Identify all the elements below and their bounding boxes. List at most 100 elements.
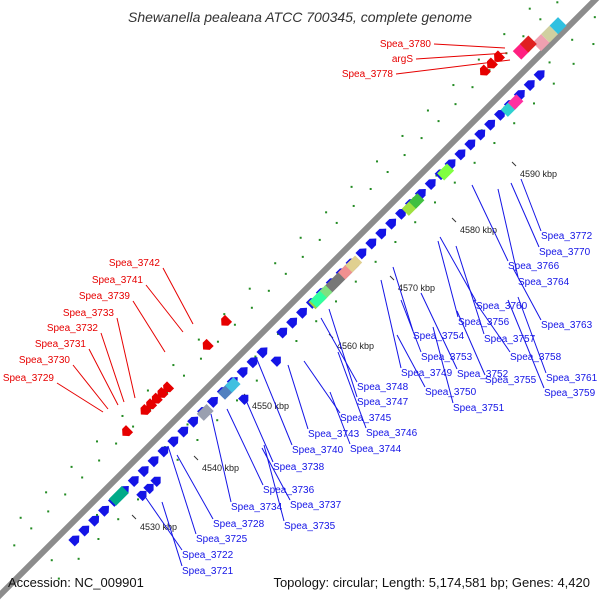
leader-line	[210, 413, 232, 503]
gene-arrow	[150, 476, 161, 488]
gene-arrow	[270, 356, 281, 367]
gene-box	[519, 35, 537, 53]
gene-arrow	[146, 398, 158, 410]
leader-line	[255, 356, 293, 446]
gc-dot	[548, 61, 551, 64]
gene-label: Spea_3742	[109, 258, 161, 269]
gc-dot	[454, 103, 457, 106]
gc-dot	[452, 84, 455, 87]
leader-line	[320, 317, 358, 383]
gene-label: Spea_3766	[508, 261, 560, 272]
gene-label: Spea_3753	[421, 352, 473, 363]
leader-line	[303, 360, 341, 414]
gene-box	[109, 485, 129, 506]
gc-dot	[146, 389, 149, 392]
gc-dot	[539, 18, 542, 21]
gene-label: Spea_3780	[380, 39, 432, 50]
gc-dot	[513, 122, 516, 125]
gene-arrow	[202, 338, 214, 350]
leader-line	[56, 382, 104, 413]
leader-line	[471, 184, 509, 262]
gene-arrow	[523, 80, 535, 92]
gene-arrow	[151, 392, 163, 404]
gc-dot	[325, 211, 328, 214]
leader-line	[510, 182, 540, 248]
gene-labels: Spea_3780 argS Spea_3778 Spea_3742 Spea_3741…	[3, 39, 598, 577]
leader-line	[226, 408, 264, 486]
gene-label: Spea_3749	[401, 368, 453, 379]
gc-dot	[96, 513, 99, 516]
gc-dot	[45, 491, 48, 494]
gene-box	[437, 163, 455, 181]
gene-arrow	[187, 416, 199, 428]
gc-dot	[350, 185, 353, 188]
gc-dot	[522, 35, 525, 38]
kbp-tick	[451, 217, 457, 223]
kbp-label: 4550 kbp	[252, 401, 289, 411]
gc-dot	[137, 498, 140, 501]
gc-dot	[57, 577, 60, 580]
gene-arrow	[147, 456, 159, 468]
gene-arrow	[454, 149, 466, 161]
gene-arrow	[140, 403, 152, 415]
gene-arrow	[68, 535, 80, 547]
kbp-label: 4590 kbp	[520, 169, 557, 179]
gc-dot	[47, 510, 50, 513]
gene-arrow	[163, 381, 175, 393]
leader-line	[162, 267, 194, 325]
gc-dot	[473, 161, 476, 164]
gene-arrow	[236, 367, 248, 379]
gene-label: Spea_3729	[3, 373, 55, 384]
kbp-label: 4570 kbp	[398, 283, 435, 293]
leader-line	[415, 52, 508, 60]
gc-dot	[426, 109, 429, 112]
gc-dot	[267, 289, 270, 292]
gc-dot	[81, 476, 84, 479]
gc-dot	[250, 306, 253, 309]
gene-label: Spea_3728	[213, 519, 265, 530]
gene-label: Spea_3737	[290, 500, 342, 511]
gene-label: Spea_3745	[340, 413, 392, 424]
kbp-label: 4580 kbp	[460, 225, 497, 235]
leader-line	[329, 391, 351, 445]
gene-arrow	[127, 476, 139, 488]
gc-dot	[255, 379, 258, 382]
leader-line	[72, 364, 109, 410]
gene-arrow	[444, 159, 456, 171]
gene-label: Spea_3730	[19, 355, 71, 366]
gene-label: Spea_3733	[63, 308, 115, 319]
gene-arrow	[78, 525, 90, 537]
gene-label: argS	[392, 54, 413, 65]
gc-dot	[401, 134, 404, 137]
gc-dot	[437, 120, 440, 123]
gene-label: Spea_3751	[453, 403, 505, 414]
leader-line	[145, 497, 183, 551]
gc-dot	[434, 201, 437, 204]
leader-line	[432, 326, 454, 404]
gene-arrow	[395, 208, 407, 220]
gene-label: Spea_3764	[518, 277, 570, 288]
gene-box	[196, 403, 214, 421]
gc-dot	[376, 160, 379, 163]
gene-arrow	[276, 327, 288, 339]
gc-dot	[19, 516, 22, 519]
gene-label: Spea_3738	[273, 462, 325, 473]
leader-line	[517, 296, 547, 374]
gc-dot	[471, 86, 474, 89]
gene-arrow	[464, 139, 476, 151]
kbp-tick	[193, 455, 199, 461]
kbp-tick	[131, 514, 137, 520]
gene-arrow	[474, 129, 486, 141]
gene-box	[309, 290, 327, 308]
gc-dot	[70, 465, 73, 468]
gene-arrow	[533, 70, 545, 82]
gc-dot	[453, 181, 456, 184]
leader-line	[88, 348, 119, 406]
gene-label: Spea_3746	[366, 428, 418, 439]
gc-dot	[369, 187, 372, 190]
gene-box	[507, 94, 524, 110]
gc-dot	[197, 338, 200, 341]
gc-dot	[354, 280, 357, 283]
gc-dot	[97, 537, 100, 540]
gene-arrow	[167, 436, 179, 448]
